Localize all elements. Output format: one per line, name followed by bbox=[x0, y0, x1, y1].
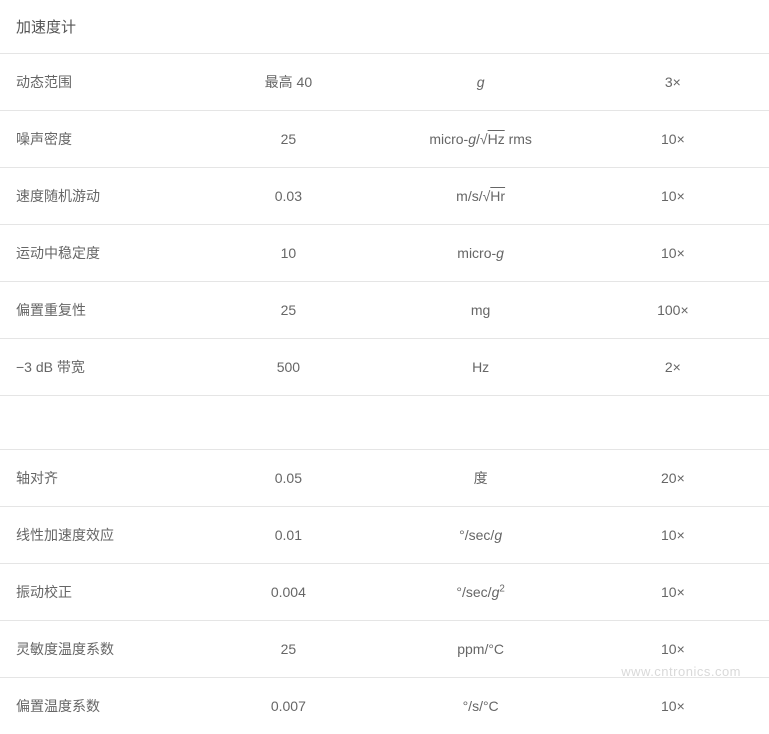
row-unit: micro-g/√Hz rms bbox=[385, 111, 577, 168]
row-unit: °/sec/g bbox=[385, 507, 577, 564]
row-unit: m/s/√Hr bbox=[385, 168, 577, 225]
table-body: 加速度计 动态范围 最高 40 g 3× 噪声密度 25 micro-g/√Hz… bbox=[0, 0, 769, 734]
row-value: 0.007 bbox=[192, 678, 384, 734]
row-factor: 10× bbox=[577, 168, 769, 225]
table-row: 轴对齐 0.05 度 20× bbox=[0, 450, 769, 507]
row-unit: g bbox=[385, 54, 577, 111]
section-header: 加速度计 bbox=[0, 0, 769, 54]
row-value: 最高 40 bbox=[192, 54, 384, 111]
row-unit: mg bbox=[385, 282, 577, 339]
row-factor: 2× bbox=[577, 339, 769, 396]
row-label: 线性加速度效应 bbox=[0, 507, 192, 564]
table-row: 偏置重复性 25 mg 100× bbox=[0, 282, 769, 339]
row-unit: 度 bbox=[385, 450, 577, 507]
row-label: 速度随机游动 bbox=[0, 168, 192, 225]
row-factor: 3× bbox=[577, 54, 769, 111]
row-value: 10 bbox=[192, 225, 384, 282]
row-label: 偏置温度系数 bbox=[0, 678, 192, 734]
row-unit: micro-g bbox=[385, 225, 577, 282]
row-label: −3 dB 带宽 bbox=[0, 339, 192, 396]
row-factor: 20× bbox=[577, 450, 769, 507]
row-unit: °/s/°C bbox=[385, 678, 577, 734]
row-value: 0.03 bbox=[192, 168, 384, 225]
table-row: 线性加速度效应 0.01 °/sec/g 10× bbox=[0, 507, 769, 564]
row-value: 0.01 bbox=[192, 507, 384, 564]
row-factor: 10× bbox=[577, 225, 769, 282]
row-value: 25 bbox=[192, 111, 384, 168]
row-factor: 10× bbox=[577, 507, 769, 564]
row-unit: °/sec/g2 bbox=[385, 564, 577, 621]
row-factor: 10× bbox=[577, 564, 769, 621]
row-value: 25 bbox=[192, 282, 384, 339]
row-label: 偏置重复性 bbox=[0, 282, 192, 339]
row-value: 0.05 bbox=[192, 450, 384, 507]
row-factor: 10× bbox=[577, 621, 769, 678]
row-factor: 100× bbox=[577, 282, 769, 339]
row-value: 0.004 bbox=[192, 564, 384, 621]
table-row: 偏置温度系数 0.007 °/s/°C 10× bbox=[0, 678, 769, 734]
table-row: 灵敏度温度系数 25 ppm/°C 10× bbox=[0, 621, 769, 678]
row-label: 噪声密度 bbox=[0, 111, 192, 168]
row-factor: 10× bbox=[577, 678, 769, 734]
table-row: 运动中稳定度 10 micro-g 10× bbox=[0, 225, 769, 282]
gap-row bbox=[0, 396, 769, 450]
table-row: 噪声密度 25 micro-g/√Hz rms 10× bbox=[0, 111, 769, 168]
row-label: 振动校正 bbox=[0, 564, 192, 621]
row-factor: 10× bbox=[577, 111, 769, 168]
table-row: −3 dB 带宽 500 Hz 2× bbox=[0, 339, 769, 396]
spec-table: 加速度计 动态范围 最高 40 g 3× 噪声密度 25 micro-g/√Hz… bbox=[0, 0, 769, 734]
row-label: 运动中稳定度 bbox=[0, 225, 192, 282]
row-value: 25 bbox=[192, 621, 384, 678]
row-unit: Hz bbox=[385, 339, 577, 396]
row-label: 动态范围 bbox=[0, 54, 192, 111]
table-row: 速度随机游动 0.03 m/s/√Hr 10× bbox=[0, 168, 769, 225]
header-row: 加速度计 bbox=[0, 0, 769, 54]
row-label: 轴对齐 bbox=[0, 450, 192, 507]
table-row: 动态范围 最高 40 g 3× bbox=[0, 54, 769, 111]
table-row: 振动校正 0.004 °/sec/g2 10× bbox=[0, 564, 769, 621]
row-unit: ppm/°C bbox=[385, 621, 577, 678]
row-value: 500 bbox=[192, 339, 384, 396]
row-label: 灵敏度温度系数 bbox=[0, 621, 192, 678]
